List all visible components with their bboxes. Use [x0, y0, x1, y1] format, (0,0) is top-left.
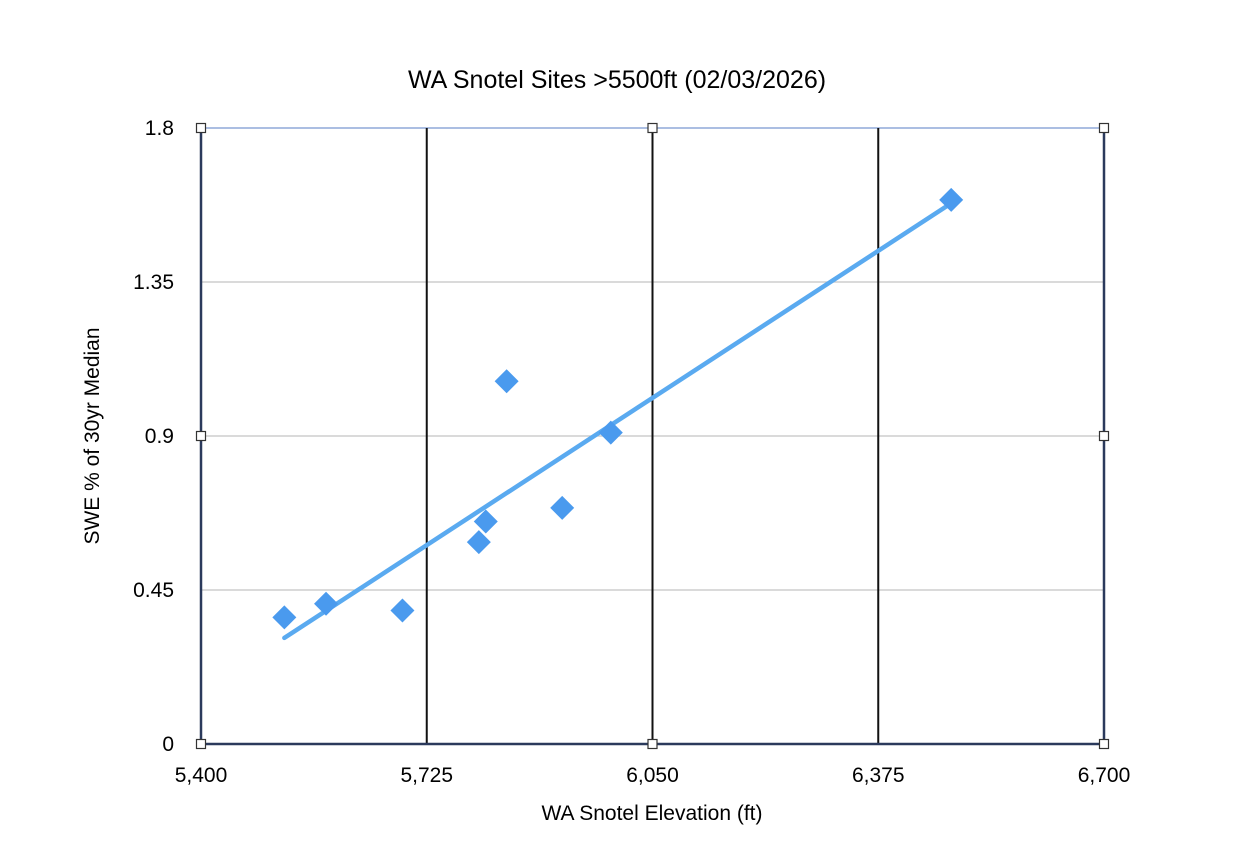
data-point	[939, 187, 964, 212]
data-point	[494, 369, 519, 394]
chart-title: WA Snotel Sites >5500ft (02/03/2026)	[407, 66, 827, 94]
trendline-layer	[282, 201, 954, 641]
trendline	[282, 201, 954, 641]
selection-handle	[195, 430, 207, 442]
x-tick-label: 5,400	[175, 764, 228, 787]
x-tick-label: 6,375	[852, 764, 905, 787]
y-axis-label: SWE % of 30yr Median	[81, 327, 104, 545]
data-point	[598, 420, 623, 445]
selection-handle	[195, 122, 207, 134]
selection-handles	[195, 122, 1110, 750]
data-point	[272, 605, 297, 630]
y-tick-label: 0	[162, 733, 174, 756]
data-points	[272, 187, 964, 630]
y-tick-label: 0.9	[145, 425, 174, 448]
x-tick-label: 6,700	[1078, 764, 1131, 787]
y-tick-label: 0.45	[133, 579, 174, 602]
x-tick-label: 6,050	[626, 764, 679, 787]
data-point	[314, 591, 339, 616]
selection-handle	[647, 122, 658, 134]
x-axis-ticks: 5,400 5,725 6,050 6,375 6,700	[175, 764, 1131, 787]
selection-handle	[1098, 738, 1110, 750]
data-point	[466, 530, 491, 555]
y-tick-label: 1.8	[145, 117, 174, 140]
selection-handle	[1098, 430, 1110, 442]
selection-handle	[647, 738, 658, 750]
selection-handle	[1098, 122, 1110, 134]
y-axis-ticks: 0 0.45 0.9 1.35 1.8	[133, 117, 174, 756]
data-point	[473, 509, 498, 534]
x-tick-label: 5,725	[400, 764, 453, 787]
x-axis-label: WA Snotel Elevation (ft)	[541, 802, 763, 825]
vertical-gridlines	[425, 128, 880, 744]
data-point	[550, 495, 575, 520]
data-point	[390, 598, 415, 623]
selection-handle	[195, 738, 207, 750]
y-tick-label: 1.35	[133, 271, 174, 294]
